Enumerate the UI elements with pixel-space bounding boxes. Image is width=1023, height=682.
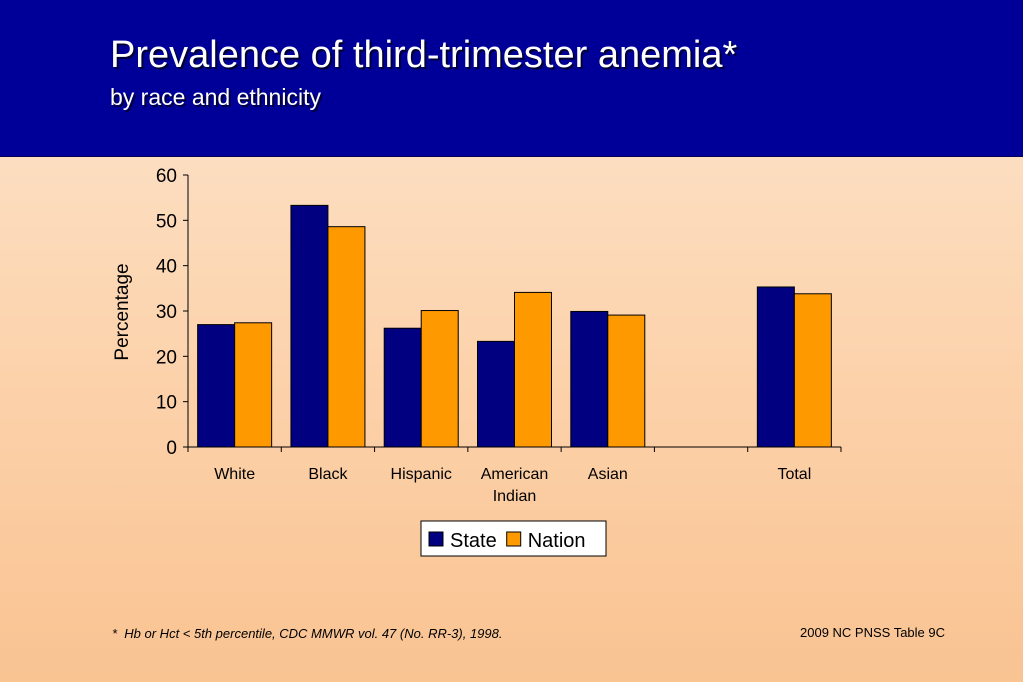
- bar-state: [197, 324, 236, 448]
- bar-nation: [420, 310, 459, 448]
- bar-nation: [793, 293, 832, 448]
- x-tick-label: Asian: [588, 466, 628, 483]
- x-tick-label: Indian: [493, 488, 537, 505]
- x-tick-label: White: [214, 466, 255, 483]
- source-note: 2009 NC PNSS Table 9C: [800, 625, 946, 640]
- legend-box: [420, 520, 607, 557]
- legend-label-state: State: [450, 530, 497, 552]
- title-banner: Prevalence of third-trimester anemia* by…: [0, 0, 1023, 157]
- y-tick-label: 60: [156, 166, 177, 187]
- page-subtitle: by race and ethnicity: [110, 84, 321, 110]
- x-tick-label: Hispanic: [391, 466, 452, 483]
- legend-swatch-nation: [506, 531, 522, 547]
- bar-state: [477, 340, 515, 448]
- y-tick-label: 20: [156, 347, 177, 368]
- x-tick-label: American: [481, 466, 549, 483]
- x-tick-label: Black: [308, 466, 348, 483]
- bar-state: [290, 204, 329, 448]
- bar-nation: [607, 314, 646, 448]
- x-tick-label: Total: [777, 466, 811, 483]
- y-tick-label: 30: [156, 302, 177, 323]
- bar-state: [570, 310, 609, 448]
- y-tick-label: 10: [156, 393, 177, 414]
- page-title: Prevalence of third-trimester anemia*: [110, 34, 738, 76]
- legend-label-nation: Nation: [528, 530, 586, 552]
- bar-nation: [234, 322, 273, 448]
- y-axis-label: Percentage: [112, 263, 133, 360]
- bar-state: [756, 286, 795, 448]
- y-tick-label: 40: [156, 257, 177, 278]
- bar-state: [383, 327, 422, 448]
- y-tick-label: 0: [166, 438, 177, 459]
- bar-nation: [514, 291, 552, 448]
- y-tick-label: 50: [156, 211, 177, 232]
- bar-nation: [327, 226, 366, 448]
- legend-swatch-state: [428, 531, 444, 547]
- footnote: * Hb or Hct < 5th percentile, CDC MMWR v…: [112, 626, 503, 641]
